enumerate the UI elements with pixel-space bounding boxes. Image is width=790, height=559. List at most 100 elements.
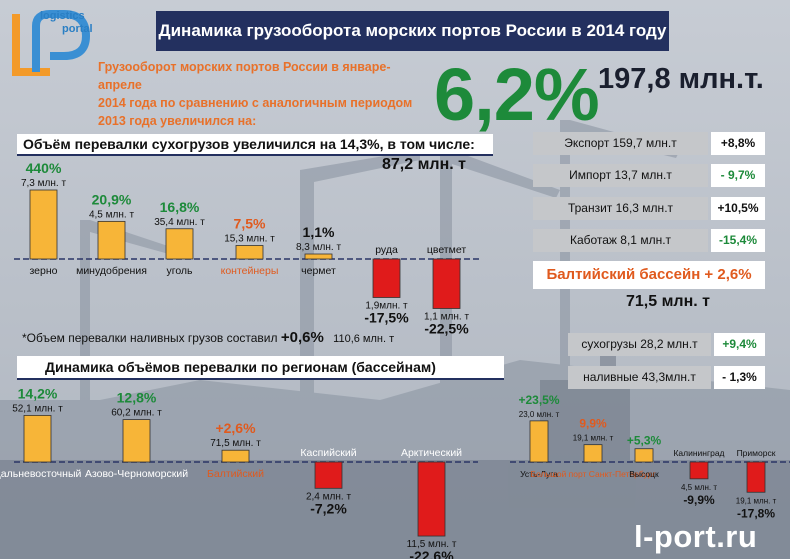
chart-volume-label: 19,1 млн. т [573, 434, 614, 443]
chart-volume-label: 1,1 млн. т [424, 312, 469, 323]
summary-row-change: +10,5% [711, 197, 765, 220]
chart-category-label: Приморск [737, 448, 776, 458]
chart-category-label: Дальневосточный [0, 468, 81, 480]
chart-bar [97, 220, 126, 260]
chart-bar [746, 461, 766, 493]
chart-percent-label: 1,1% [303, 224, 335, 240]
chart-volume-label: 4,5 млн. т [89, 209, 134, 220]
dry-cargo-heading: Объём перевалки сухогрузов увеличился на… [17, 134, 493, 156]
chart-volume-label: 1,9млн. т [365, 301, 408, 312]
page-title: Динамика грузооборота морских портов Рос… [156, 11, 669, 51]
baltic-row-change: +9,4% [714, 333, 765, 356]
chart-percent-label: -22,5% [424, 321, 469, 337]
regions-heading: Динамика объёмов перевалки по регионам (… [17, 356, 504, 380]
chart-bar [221, 449, 250, 463]
summary-row-change: +8,8% [711, 132, 765, 155]
chart-category-label: контейнеры [221, 265, 279, 277]
chart-percent-label: 12,8% [117, 390, 157, 406]
chart-percent-label: -17,8% [737, 506, 775, 520]
baltic-row-change: - 1,3% [714, 366, 765, 389]
chart-category-label: чермет [301, 265, 336, 277]
summary-row-label: Импорт 13,7 млн.т [533, 164, 708, 187]
summary-row-label: Экспорт 159,7 млн.т [533, 132, 708, 155]
chart-volume-label: 7,3 млн. т [21, 178, 66, 189]
growth-percent: 6,2% [434, 53, 600, 136]
chart-volume-label: 19,1 млн. т [736, 496, 777, 505]
chart-percent-label: 9,9% [579, 417, 607, 431]
chart-bar [634, 448, 654, 463]
chart-volume-label: 35,4 млн. т [154, 217, 205, 228]
logo-text-top: logistics [40, 10, 85, 22]
chart-volume-label: 4,5 млн. т [681, 483, 717, 492]
summary-row-label: Каботаж 8,1 млн.т [533, 229, 708, 252]
chart-bar [29, 189, 58, 260]
chart-category-label: Балтийский [207, 468, 264, 480]
chart-percent-label: 20,9% [92, 191, 132, 207]
chart-bar [417, 461, 446, 537]
chart-volume-label: 71,5 млн. т [210, 438, 261, 449]
liquid-note-change: +0,6% [280, 329, 324, 346]
chart-bar [122, 419, 151, 463]
liquid-cargo-note: *Объем перевалки наливных грузов состави… [22, 329, 394, 346]
chart-bar [583, 444, 603, 463]
chart-percent-label: +23,5% [518, 393, 559, 407]
chart-category-label: зерно [29, 265, 57, 277]
growth-total: 197,8 млн.т. [598, 63, 764, 95]
chart-percent-label: 16,8% [160, 199, 200, 215]
logistics-portal-logo: logistics portal [12, 10, 93, 76]
chart-volume-label: 23,0 млн. т [519, 410, 560, 419]
chart-bar [314, 461, 343, 489]
chart-percent-label: 14,2% [18, 385, 58, 401]
baltic-row-label: сухогрузы 28,2 млн.т [568, 333, 711, 356]
chart-volume-label: 60,2 млн. т [111, 408, 162, 419]
chart-category-label: Высоцк [629, 469, 659, 479]
chart-category-label: Усть-Луга [520, 469, 558, 479]
intro-line-1: Грузооборот морских портов России в янва… [98, 60, 391, 92]
chart-category-label: Калининград [673, 448, 724, 458]
chart-percent-label: -7,2% [310, 500, 347, 516]
logo-text-bottom: portal [62, 23, 93, 35]
baltic-heading: Балтийский бассейн + 2,6% [533, 261, 765, 289]
intro-text: Грузооборот морских портов России в янва… [98, 58, 428, 130]
chart-volume-label: 2,4 млн. т [306, 491, 351, 502]
site-url[interactable]: l-port.ru [634, 519, 758, 554]
chart-percent-label: -22,6% [409, 548, 454, 559]
chart-category-label: минудобрения [76, 265, 147, 277]
baltic-row-label: наливные 43,3млн.т [568, 366, 711, 389]
chart-category-label: Большой порт Санкт-Петербург [531, 469, 656, 479]
intro-line-3: 2013 года увеличился на: [98, 114, 257, 128]
chart-percent-label: -9,9% [683, 493, 715, 507]
chart-category-label: Каспийский [300, 447, 356, 459]
chart-volume-label: 8,3 млн. т [296, 242, 341, 253]
chart-category-label: Арктический [401, 447, 462, 459]
liquid-note-value: 110,6 млн. т [333, 333, 395, 345]
chart-category-label: уголь [166, 265, 193, 277]
chart-percent-label: +5,3% [627, 434, 662, 448]
chart-category-label: Азово-Черноморский [85, 468, 188, 480]
dry-cargo-total: 87,2 млн. т [382, 156, 466, 173]
chart-bar [432, 258, 461, 309]
intro-line-2: 2014 года по сравнению с аналогичным пер… [98, 96, 413, 110]
chart-category-label: цветмет [427, 244, 466, 256]
chart-percent-label: 7,5% [234, 216, 266, 232]
chart-category-label: руда [375, 244, 398, 256]
liquid-note-text: *Объем перевалки наливных грузов состави… [22, 331, 278, 345]
chart-bar [372, 258, 401, 298]
chart-bar [23, 414, 52, 463]
chart-bar [529, 420, 549, 463]
chart-percent-label: 440% [26, 160, 62, 176]
baltic-total: 71,5 млн. т [626, 293, 710, 310]
chart-percent-label: -17,5% [364, 310, 409, 326]
chart-volume-label: 52,1 млн. т [12, 403, 63, 414]
summary-row-label: Транзит 16,3 млн.т [533, 197, 708, 220]
chart-volume-label: 11,5 млн. т [407, 539, 457, 550]
chart-bar [304, 253, 333, 260]
summary-row-change: - 9,7% [711, 164, 765, 187]
chart-percent-label: +2,6% [215, 420, 256, 436]
chart-bar [235, 245, 264, 260]
chart-bar [689, 461, 709, 480]
chart-bar [165, 228, 194, 260]
chart-volume-label: 15,3 млн. т [224, 234, 275, 245]
summary-row-change: -15,4% [711, 229, 765, 252]
